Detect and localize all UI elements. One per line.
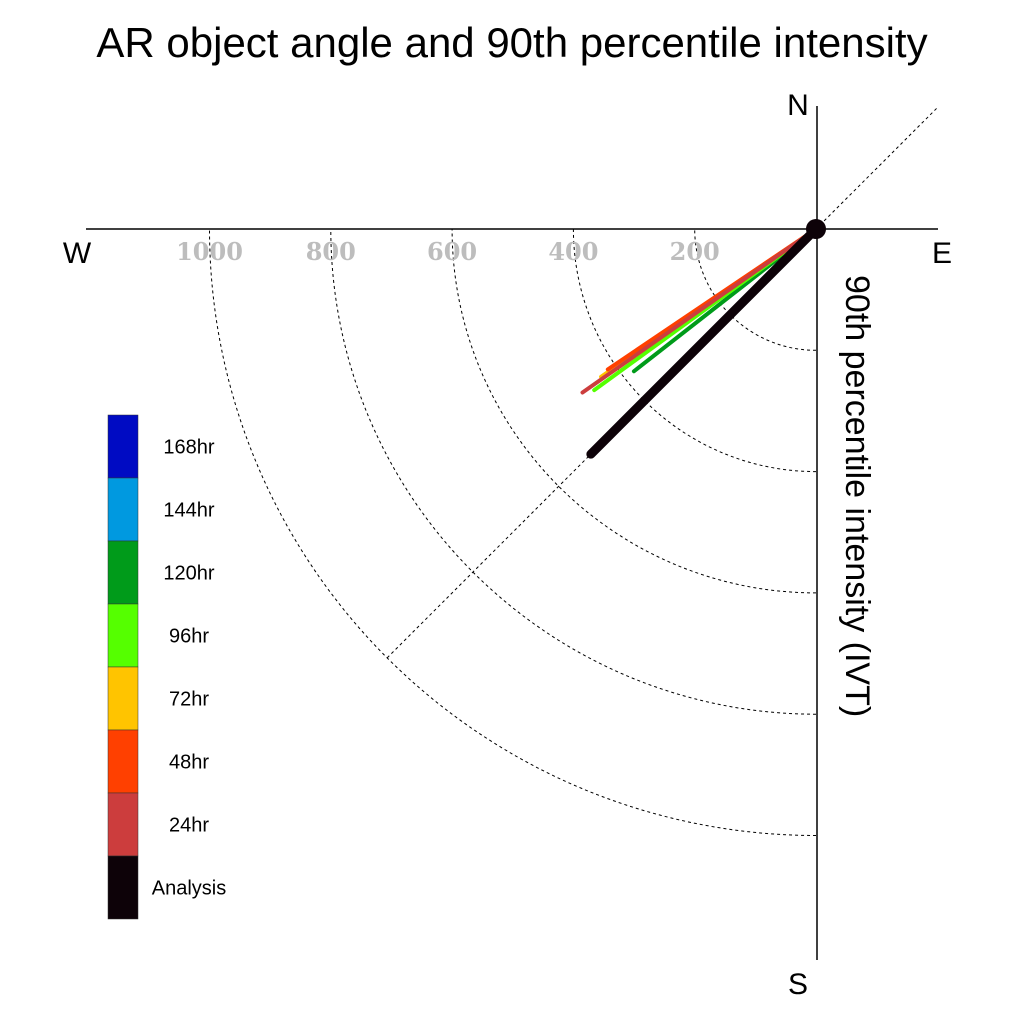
legend-swatch — [107, 414, 139, 479]
legend-swatch — [107, 792, 139, 857]
legend-label: 120hr — [163, 563, 214, 585]
vector-24hr — [580, 227, 818, 395]
legend-swatch — [107, 666, 139, 731]
grid — [209, 106, 939, 836]
tick-label: 200 — [670, 237, 720, 266]
legend-swatch — [107, 855, 139, 920]
legend-label: 168hr — [163, 437, 214, 459]
legend-label: Analysis — [152, 878, 226, 900]
compass-e: E — [932, 237, 952, 270]
legend-swatch — [107, 603, 139, 668]
legend: 168hr 144hr 120hr 96hr 72hr 48hr 24hr Analysis — [107, 414, 226, 920]
grid-arc — [694, 228, 817, 351]
tick-label: 400 — [548, 237, 598, 266]
tick-label: 600 — [427, 237, 477, 266]
grid-arc — [572, 228, 817, 473]
radial-ticks: 200 400 600 800 1000 — [176, 237, 720, 266]
vector-analysis — [586, 224, 821, 459]
diagonal-gridline — [386, 106, 939, 659]
compass-w: W — [63, 237, 92, 270]
vectors — [580, 224, 821, 459]
radial-axis-label: 90th percentile intensity (IVT) — [838, 275, 876, 717]
legend-label: 144hr — [163, 500, 214, 522]
origin-marker — [806, 219, 826, 239]
tick-label: 800 — [306, 237, 356, 266]
compass-n: N — [787, 89, 809, 122]
legend-swatch — [107, 477, 139, 542]
compass-s: S — [788, 968, 808, 1001]
tick-label: 1000 — [176, 237, 243, 266]
legend-swatch — [107, 540, 139, 605]
grid-arc — [451, 228, 817, 594]
legend-swatch — [107, 729, 139, 794]
legend-label: 96hr — [169, 626, 209, 648]
legend-label: 48hr — [169, 752, 209, 774]
legend-label: 24hr — [169, 815, 209, 837]
chart-title: AR object angle and 90th percentile inte… — [96, 19, 927, 66]
grid-arc — [330, 228, 817, 715]
legend-label: 72hr — [169, 689, 209, 711]
